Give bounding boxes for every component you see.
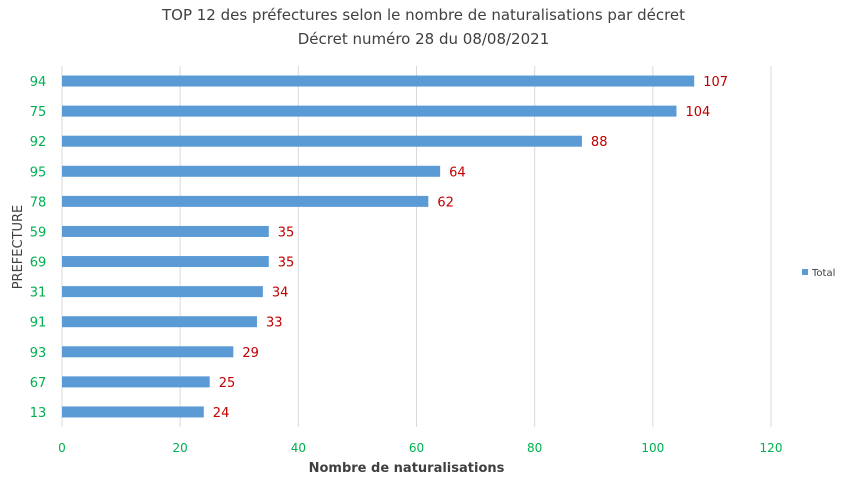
bar bbox=[62, 346, 234, 358]
y-tick-label: 93 bbox=[30, 346, 47, 361]
bar bbox=[62, 195, 429, 207]
data-label: 88 bbox=[591, 135, 608, 150]
y-tick-label: 67 bbox=[30, 376, 47, 391]
data-label: 24 bbox=[213, 406, 230, 421]
y-tick-label: 78 bbox=[30, 195, 47, 210]
data-label: 64 bbox=[449, 165, 466, 180]
y-axis-title: PREFECTURE bbox=[11, 205, 26, 290]
legend-swatch bbox=[802, 269, 808, 275]
data-label: 104 bbox=[685, 105, 710, 120]
x-tick-label: 0 bbox=[58, 441, 66, 455]
data-label: 34 bbox=[272, 286, 289, 301]
y-tick-label: 94 bbox=[30, 75, 47, 90]
data-label: 107 bbox=[703, 75, 728, 90]
data-label: 35 bbox=[278, 225, 295, 240]
chart-title: TOP 12 des préfectures selon le nombre d… bbox=[161, 6, 686, 24]
bar bbox=[62, 225, 269, 237]
data-label: 25 bbox=[219, 376, 236, 391]
y-tick-label: 75 bbox=[30, 105, 47, 120]
x-tick-label: 60 bbox=[409, 441, 424, 455]
y-tick-label: 13 bbox=[30, 406, 47, 421]
y-tick-label: 69 bbox=[30, 256, 47, 271]
data-label: 62 bbox=[437, 195, 454, 210]
chart-subtitle: Décret numéro 28 du 08/08/2021 bbox=[297, 30, 550, 48]
bar bbox=[62, 165, 441, 177]
x-tick-label: 20 bbox=[173, 441, 188, 455]
y-tick-label: 31 bbox=[30, 286, 47, 301]
bar bbox=[62, 135, 582, 147]
bar bbox=[62, 406, 204, 418]
legend-label: Total bbox=[811, 268, 835, 279]
data-label: 29 bbox=[242, 346, 259, 361]
data-label: 33 bbox=[266, 316, 283, 331]
bar bbox=[62, 105, 677, 117]
y-tick-label: 95 bbox=[30, 165, 47, 180]
y-tick-label: 59 bbox=[30, 225, 47, 240]
data-label: 35 bbox=[278, 256, 295, 271]
bar bbox=[62, 75, 695, 87]
bar bbox=[62, 256, 269, 268]
x-tick-label: 40 bbox=[291, 441, 306, 455]
x-axis-title: Nombre de naturalisations bbox=[309, 461, 505, 476]
bar bbox=[62, 316, 257, 328]
x-tick-label: 120 bbox=[760, 441, 783, 455]
y-tick-label: 92 bbox=[30, 135, 47, 150]
bar bbox=[62, 376, 210, 388]
bar bbox=[62, 286, 263, 298]
x-tick-label: 100 bbox=[641, 441, 664, 455]
x-tick-label: 80 bbox=[527, 441, 542, 455]
y-tick-label: 91 bbox=[30, 316, 47, 331]
